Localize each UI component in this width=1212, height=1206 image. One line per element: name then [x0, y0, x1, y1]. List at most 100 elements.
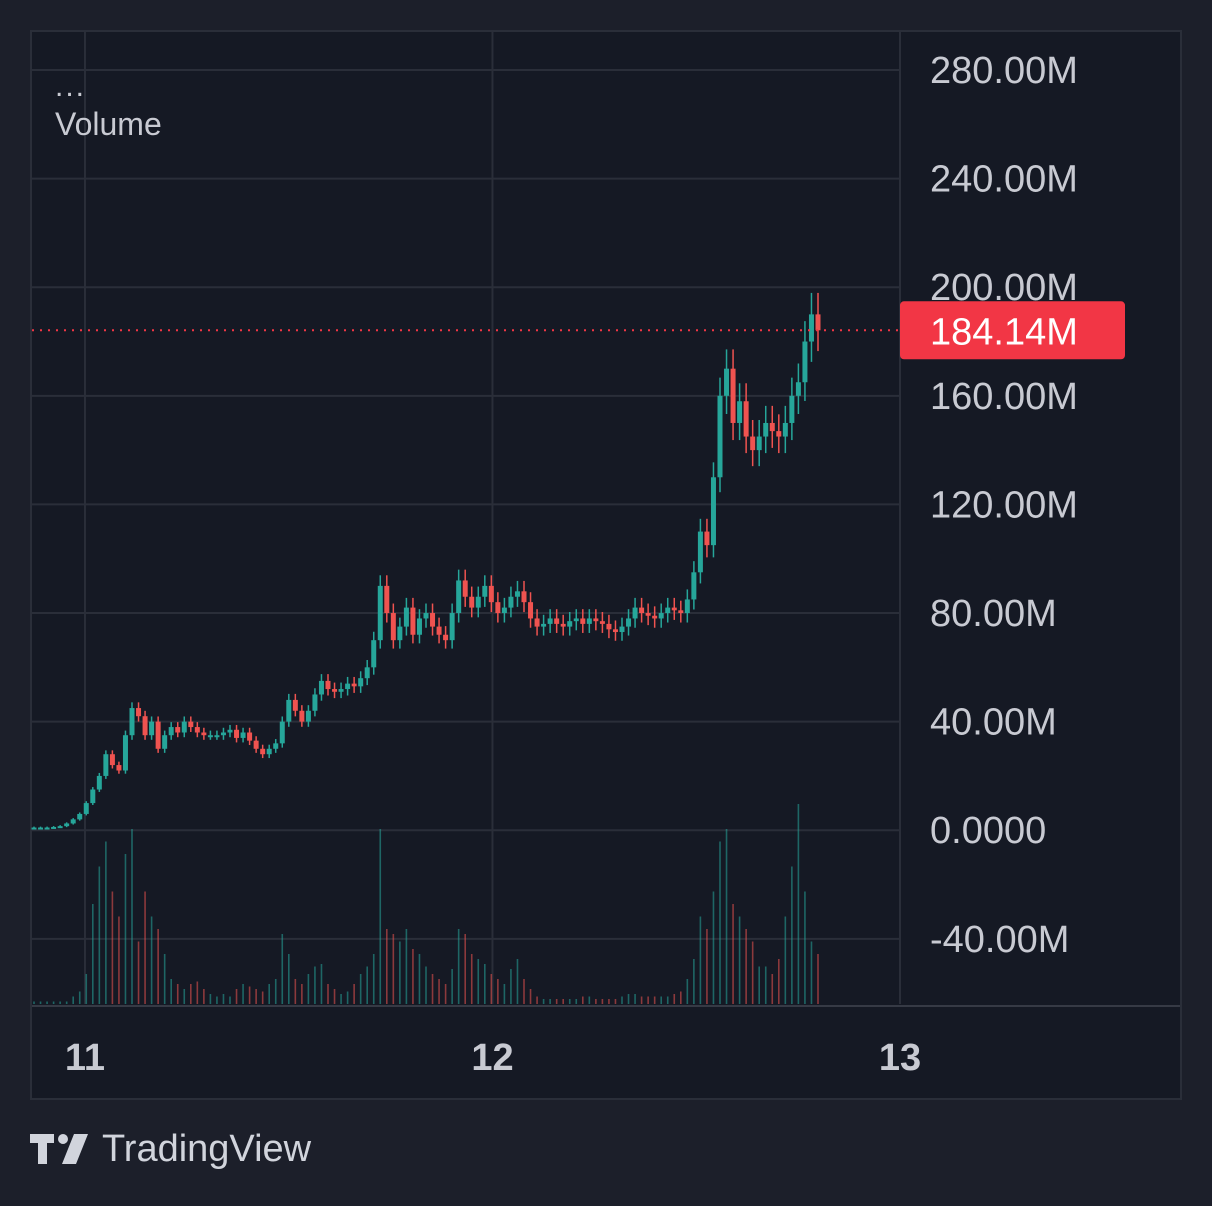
volume-bar — [470, 954, 473, 1004]
candle-body — [671, 607, 677, 611]
candle-body — [90, 789, 96, 804]
candle-body — [815, 314, 821, 331]
volume-bar — [621, 996, 623, 1004]
volume-bar — [203, 989, 205, 1004]
volume-bar — [85, 974, 88, 1004]
candle-body — [279, 721, 285, 744]
volume-bar — [150, 916, 153, 1004]
volume-bar — [386, 929, 388, 1004]
legend-indicator-label: Volume — [55, 106, 162, 142]
volume-bar — [503, 984, 506, 1004]
candle-body — [116, 765, 122, 771]
volume-bar — [366, 966, 368, 1004]
volume-bar — [431, 974, 434, 1004]
candle-body — [403, 607, 409, 627]
volume-bar — [98, 866, 101, 1004]
tradingview-brand[interactable]: TradingView — [30, 1128, 311, 1171]
last-price-badge — [900, 301, 1125, 360]
volume-bar — [405, 929, 408, 1004]
volume-bar — [778, 959, 780, 1004]
candle-body — [769, 422, 775, 432]
volume-bar — [797, 804, 800, 1004]
volume-bar — [510, 969, 512, 1004]
candle-body — [488, 585, 494, 603]
candle-body — [31, 827, 37, 830]
candle-body — [325, 680, 331, 690]
volume-bar — [804, 891, 806, 1004]
volume-bar — [72, 996, 74, 1004]
volume-bar — [379, 829, 382, 1004]
volume-bar — [562, 999, 564, 1004]
candle-body — [155, 721, 161, 749]
candle-body — [318, 680, 324, 695]
candle-body — [514, 591, 520, 597]
volume-bar — [346, 991, 349, 1004]
candle-body — [384, 585, 390, 614]
volume-bar — [490, 974, 493, 1004]
volume-bar — [288, 954, 290, 1004]
candle-body — [639, 607, 645, 614]
volume-bar — [614, 999, 617, 1004]
candle-body — [175, 727, 181, 733]
legend-more-dots[interactable]: ... — [55, 70, 87, 103]
candle-body — [475, 596, 481, 608]
volume-bar — [320, 964, 323, 1004]
volume-bar — [255, 989, 257, 1004]
candle-body — [750, 436, 756, 451]
candle-body — [103, 754, 109, 776]
candle-body — [534, 618, 540, 627]
candle-body — [423, 613, 429, 619]
volume-bar — [425, 966, 427, 1004]
volume-bar — [314, 966, 316, 1004]
candle-body — [743, 401, 749, 437]
candle-body — [292, 699, 298, 711]
y-tick-label: 0.0000 — [930, 810, 1046, 852]
candle-body — [632, 607, 638, 619]
candle-body — [462, 580, 468, 597]
volume-bar — [39, 1001, 42, 1004]
candle-body — [541, 623, 547, 627]
candle-body — [181, 721, 187, 733]
volume-bar — [706, 929, 708, 1004]
candle-body — [501, 607, 507, 614]
candle-body — [44, 827, 50, 830]
volume-bar — [588, 996, 591, 1004]
volume-bar — [46, 1001, 48, 1004]
volume-bar — [274, 979, 277, 1004]
candle-body — [652, 615, 658, 619]
volume-bar — [764, 966, 767, 1004]
volume-bar — [170, 979, 172, 1004]
volume-bar — [131, 829, 133, 1004]
candle-body — [77, 813, 83, 820]
volume-bar — [712, 891, 715, 1004]
x-tick-label: 12 — [471, 1037, 513, 1079]
candle-body — [312, 694, 318, 711]
chart-frame[interactable] — [30, 30, 1182, 1100]
candle-body — [586, 618, 592, 624]
volume-bar — [327, 984, 329, 1004]
candle-body — [808, 314, 814, 342]
volume-bar — [157, 929, 159, 1004]
candle-body — [247, 732, 253, 741]
volume-bar — [78, 991, 81, 1004]
candle-body — [162, 735, 168, 749]
candle-body — [443, 634, 449, 641]
candle-body — [710, 477, 716, 546]
volume-bar — [176, 984, 179, 1004]
volume-bar — [33, 1001, 35, 1004]
candle-body — [109, 754, 115, 766]
volume-bar — [163, 954, 166, 1004]
volume-bar — [105, 841, 107, 1004]
candle-body — [136, 708, 142, 717]
volume-bar — [542, 999, 545, 1004]
volume-bar — [568, 999, 571, 1004]
candle-body — [430, 613, 436, 627]
candle-body — [528, 602, 534, 619]
candle-body — [122, 735, 128, 771]
chart-legend: ... Volume — [55, 72, 162, 146]
candle-body — [717, 395, 723, 478]
tradingview-logo-icon — [30, 1133, 88, 1164]
candle-body — [377, 585, 383, 641]
volume-bar — [235, 989, 238, 1004]
